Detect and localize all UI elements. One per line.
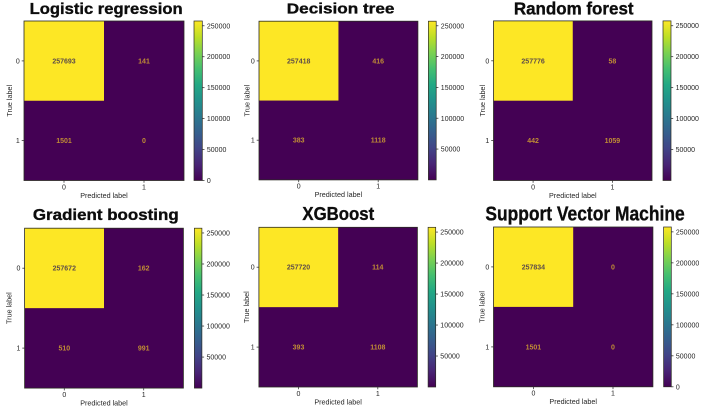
svg-text:416: 416 (372, 58, 384, 65)
svg-text:0: 0 (611, 344, 615, 351)
svg-text:Random forest: Random forest (514, 0, 634, 19)
svg-text:True label: True label (242, 291, 251, 323)
svg-text:True label: True label (243, 84, 252, 116)
svg-text:0: 0 (531, 391, 535, 398)
svg-text:250000: 250000 (676, 23, 699, 30)
svg-text:1: 1 (376, 184, 380, 191)
svg-text:100000: 100000 (441, 116, 464, 123)
svg-text:1501: 1501 (56, 138, 72, 145)
svg-text:0: 0 (142, 138, 146, 145)
svg-text:Predicted label: Predicted label (314, 397, 362, 406)
svg-text:393: 393 (293, 345, 305, 352)
svg-text:50000: 50000 (441, 147, 461, 154)
svg-text:200000: 200000 (676, 54, 699, 61)
svg-text:Predicted label: Predicted label (549, 191, 597, 200)
svg-text:162: 162 (138, 266, 150, 273)
svg-text:0: 0 (676, 384, 680, 391)
svg-text:200000: 200000 (676, 260, 699, 267)
svg-text:0: 0 (16, 266, 20, 273)
svg-text:1059: 1059 (605, 138, 621, 145)
svg-text:1: 1 (485, 344, 489, 351)
svg-text:1: 1 (16, 138, 20, 145)
svg-text:1108: 1108 (370, 345, 385, 352)
svg-text:991: 991 (138, 346, 150, 353)
svg-text:250000: 250000 (207, 23, 230, 30)
svg-text:100000: 100000 (207, 324, 230, 331)
svg-text:Gradient boosting: Gradient boosting (33, 207, 179, 224)
svg-text:True label: True label (478, 291, 487, 323)
svg-text:150000: 150000 (676, 85, 699, 92)
svg-text:1: 1 (142, 392, 146, 399)
svg-text:50000: 50000 (440, 354, 460, 361)
svg-text:141: 141 (138, 58, 150, 65)
svg-text:257720: 257720 (287, 265, 310, 272)
svg-text:50000: 50000 (207, 355, 227, 362)
svg-text:50000: 50000 (676, 147, 696, 154)
svg-text:0: 0 (297, 391, 301, 398)
svg-text:1: 1 (485, 138, 489, 145)
svg-text:Logistic regression: Logistic regression (30, 1, 183, 18)
svg-text:200000: 200000 (441, 54, 464, 61)
svg-text:257776: 257776 (521, 58, 544, 65)
svg-text:0: 0 (485, 265, 489, 272)
svg-text:True label: True label (478, 84, 487, 116)
svg-text:1: 1 (251, 138, 255, 145)
svg-text:1: 1 (16, 346, 20, 353)
svg-text:442: 442 (527, 138, 539, 145)
svg-text:Predicted label: Predicted label (315, 190, 363, 199)
svg-text:150000: 150000 (676, 291, 699, 298)
svg-text:200000: 200000 (440, 261, 463, 268)
svg-text:0: 0 (62, 392, 66, 399)
svg-text:1: 1 (142, 184, 146, 191)
svg-text:0: 0 (251, 58, 255, 65)
svg-text:250000: 250000 (441, 23, 464, 30)
svg-text:XGBoost: XGBoost (302, 203, 374, 224)
svg-text:True label: True label (5, 292, 14, 324)
svg-text:383: 383 (293, 138, 305, 145)
svg-text:150000: 150000 (207, 293, 230, 300)
svg-text:150000: 150000 (440, 292, 463, 299)
svg-text:0: 0 (62, 184, 66, 191)
svg-text:150000: 150000 (207, 85, 230, 92)
svg-text:0: 0 (297, 184, 301, 191)
svg-text:1: 1 (611, 391, 615, 398)
svg-text:Predicted label: Predicted label (80, 398, 128, 407)
svg-text:257418: 257418 (287, 58, 310, 65)
svg-text:100000: 100000 (440, 323, 463, 330)
svg-text:100000: 100000 (676, 116, 699, 123)
svg-text:0: 0 (485, 58, 489, 65)
svg-text:Predicted label: Predicted label (549, 397, 597, 406)
svg-text:0: 0 (611, 265, 615, 272)
svg-text:200000: 200000 (207, 262, 230, 269)
svg-text:250000: 250000 (207, 231, 230, 238)
svg-text:150000: 150000 (441, 85, 464, 92)
svg-text:100000: 100000 (676, 322, 699, 329)
svg-text:1501: 1501 (526, 344, 542, 351)
svg-text:1: 1 (251, 345, 255, 352)
svg-text:Predicted label: Predicted label (80, 191, 128, 200)
svg-text:510: 510 (58, 346, 70, 353)
svg-text:250000: 250000 (676, 229, 699, 236)
svg-text:Decision tree: Decision tree (287, 2, 395, 18)
svg-text:50000: 50000 (676, 353, 696, 360)
svg-text:200000: 200000 (207, 54, 230, 61)
svg-text:1118: 1118 (371, 138, 386, 145)
svg-text:50000: 50000 (207, 147, 227, 154)
svg-text:257693: 257693 (52, 58, 75, 65)
svg-text:0: 0 (531, 184, 535, 191)
svg-text:Support Vector Machine: Support Vector Machine (485, 204, 684, 226)
svg-text:100000: 100000 (207, 116, 230, 123)
svg-text:250000: 250000 (440, 230, 463, 237)
svg-text:0: 0 (16, 58, 20, 65)
svg-text:257834: 257834 (522, 265, 545, 272)
svg-text:1: 1 (376, 391, 380, 398)
svg-text:1: 1 (610, 184, 614, 191)
svg-text:0: 0 (207, 178, 211, 185)
svg-text:114: 114 (372, 265, 383, 272)
svg-text:257672: 257672 (53, 266, 76, 273)
svg-text:True label: True label (5, 85, 14, 117)
svg-text:0: 0 (251, 265, 255, 272)
svg-text:58: 58 (609, 58, 617, 65)
